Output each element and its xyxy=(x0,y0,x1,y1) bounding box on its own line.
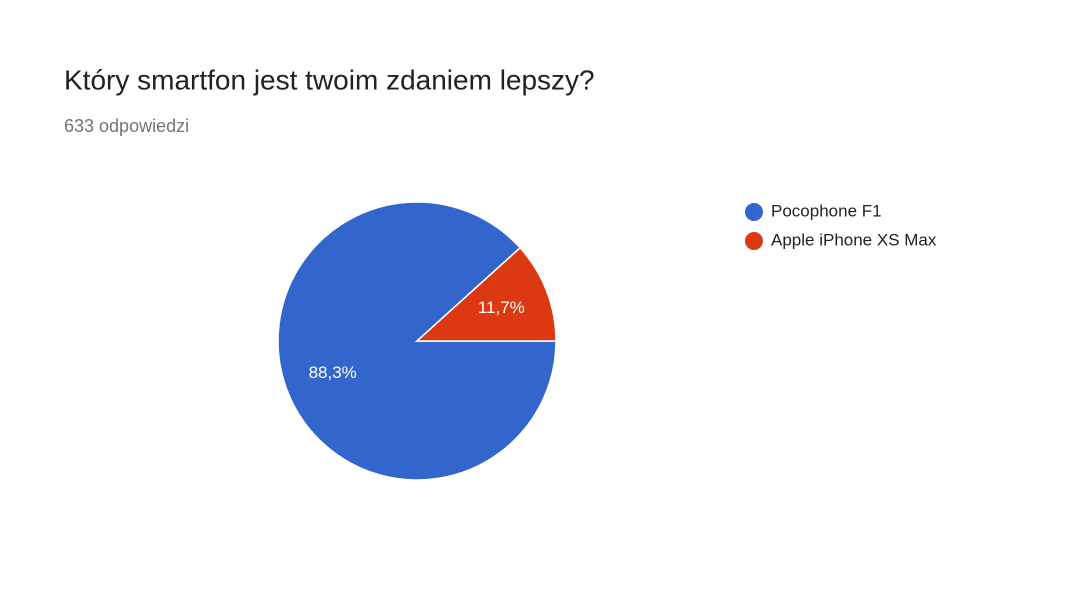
legend-swatch xyxy=(745,232,763,250)
pie-slice xyxy=(415,246,557,342)
slice-label: 11,7% xyxy=(478,298,525,317)
legend-label: Apple iPhone XS Max xyxy=(771,230,937,249)
legend-label: Pocophone F1 xyxy=(771,201,882,220)
chart-subtitle: 633 odpowiedzi xyxy=(64,116,189,136)
chart-title: Który smartfon jest twoim zdaniem lepszy… xyxy=(64,64,595,95)
legend-swatch xyxy=(745,203,763,221)
slice-label: 88,3% xyxy=(309,363,357,382)
